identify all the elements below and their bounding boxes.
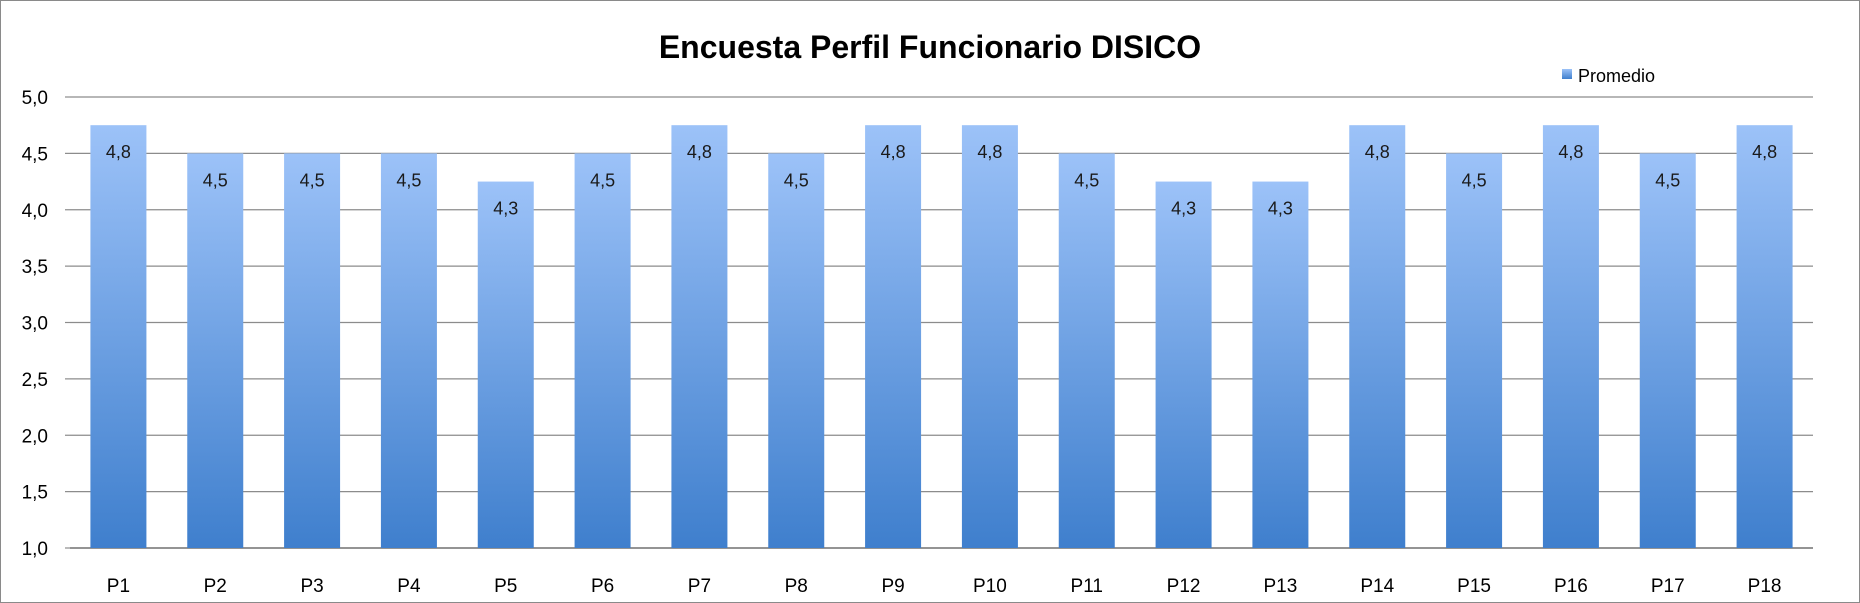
x-tick-label-p15: P15 bbox=[1457, 576, 1491, 597]
bar-p1 bbox=[90, 125, 147, 548]
bar-p4 bbox=[380, 153, 437, 548]
x-tick-label-p10: P10 bbox=[973, 576, 1007, 597]
bar-p17 bbox=[1639, 153, 1696, 548]
bar-p9 bbox=[865, 125, 922, 548]
bar-p13 bbox=[1252, 181, 1309, 548]
data-label-p16: 4,8 bbox=[1558, 142, 1583, 162]
x-tick-label-p11: P11 bbox=[1071, 576, 1103, 597]
bar-p8 bbox=[768, 153, 825, 548]
bar-p16 bbox=[1542, 125, 1599, 548]
data-label-p8: 4,5 bbox=[784, 170, 809, 190]
x-tick-label-p14: P14 bbox=[1360, 576, 1394, 597]
data-label-p17: 4,5 bbox=[1655, 170, 1680, 190]
data-label-p6: 4,5 bbox=[590, 170, 615, 190]
data-label-p14: 4,8 bbox=[1365, 142, 1390, 162]
y-tick-label: 4,0 bbox=[22, 201, 48, 222]
x-tick-label-p3: P3 bbox=[300, 576, 323, 597]
data-label-p13: 4,3 bbox=[1268, 199, 1293, 219]
y-tick-label: 3,0 bbox=[22, 314, 48, 335]
x-tick-label-p6: P6 bbox=[591, 576, 614, 597]
y-tick-label: 3,5 bbox=[22, 257, 48, 278]
gridlines bbox=[65, 96, 1813, 549]
data-label-p7: 4,8 bbox=[687, 142, 712, 162]
data-label-p18: 4,8 bbox=[1752, 142, 1777, 162]
x-tick-label-p1: P1 bbox=[107, 576, 130, 597]
bar-p3 bbox=[284, 153, 341, 548]
chart-title: Encuesta Perfil Funcionario DISICO bbox=[659, 29, 1201, 65]
data-label-p3: 4,5 bbox=[300, 170, 325, 190]
y-tick-label: 1,0 bbox=[22, 539, 48, 560]
bar-p2 bbox=[187, 153, 244, 548]
legend-swatch-promedio bbox=[1562, 69, 1572, 79]
x-tick-label-p16: P16 bbox=[1554, 576, 1588, 597]
data-label-p10: 4,8 bbox=[977, 142, 1002, 162]
data-label-p5: 4,3 bbox=[493, 199, 518, 219]
bar-p5 bbox=[477, 181, 534, 548]
bar-p18 bbox=[1736, 125, 1793, 548]
y-tick-label: 1,5 bbox=[22, 483, 48, 504]
data-label-p12: 4,3 bbox=[1171, 199, 1196, 219]
y-tick-label: 2,5 bbox=[22, 370, 48, 391]
data-label-p2: 4,5 bbox=[203, 170, 228, 190]
y-axis-tick-labels: 1,0 1,5 2,0 2,5 3,0 3,5 4,0 4,5 5,0 bbox=[22, 88, 48, 560]
bar-p12 bbox=[1155, 181, 1212, 548]
bar-p15 bbox=[1446, 153, 1503, 548]
x-tick-label-p2: P2 bbox=[204, 576, 227, 597]
data-labels: 4,8 4,5 4,5 4,5 4,3 4,5 4,8 4,5 4,8 4,8 4,5 4,3 4,3 4… bbox=[106, 142, 1777, 218]
data-label-p15: 4,5 bbox=[1462, 170, 1487, 190]
bar-p11 bbox=[1058, 153, 1115, 548]
x-tick-label-p13: P13 bbox=[1264, 576, 1298, 597]
data-label-p4: 4,5 bbox=[396, 170, 421, 190]
x-tick-label-p12: P12 bbox=[1167, 576, 1201, 597]
data-label-p9: 4,8 bbox=[881, 142, 906, 162]
y-tick-label: 4,5 bbox=[22, 144, 48, 165]
x-tick-label-p8: P8 bbox=[785, 576, 808, 597]
x-tick-label-p18: P18 bbox=[1748, 576, 1782, 597]
x-tick-label-p4: P4 bbox=[397, 576, 421, 597]
x-tick-label-p17: P17 bbox=[1651, 576, 1685, 597]
data-label-p1: 4,8 bbox=[106, 142, 131, 162]
bars bbox=[90, 125, 1793, 548]
y-tick-label: 2,0 bbox=[22, 426, 48, 447]
data-label-p11: 4,5 bbox=[1074, 170, 1099, 190]
legend: Promedio bbox=[1562, 66, 1655, 86]
bar-p7 bbox=[671, 125, 728, 548]
x-tick-label-p5: P5 bbox=[494, 576, 517, 597]
y-tick-label: 5,0 bbox=[22, 88, 48, 109]
x-tick-label-p9: P9 bbox=[881, 576, 904, 597]
legend-label-promedio: Promedio bbox=[1578, 66, 1655, 86]
x-tick-label-p7: P7 bbox=[688, 576, 711, 597]
bar-p10 bbox=[961, 125, 1018, 548]
bar-p14 bbox=[1349, 125, 1406, 548]
bar-p6 bbox=[574, 153, 631, 548]
x-axis-tick-labels: P1 P2 P3 P4 P5 P6 P7 P8 P9 P10 P11 P12 P13 P14 P15 P16 P… bbox=[107, 576, 1782, 597]
